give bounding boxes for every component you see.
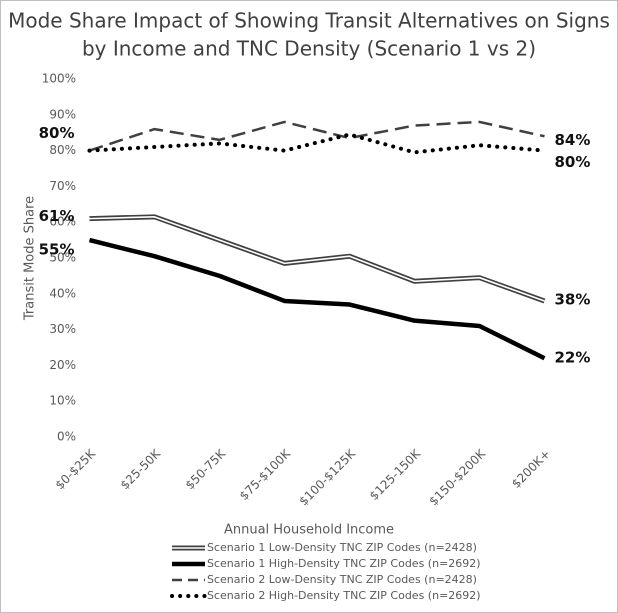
chart-title: Mode Share Impact of Showing Transit Alt… xyxy=(8,9,610,33)
y-tick-label: 10% xyxy=(49,394,76,408)
data-label: 84% xyxy=(555,131,591,149)
data-label: 22% xyxy=(555,349,591,367)
y-tick-label: 50% xyxy=(49,251,76,265)
legend-label: Scenario 1 High-Density TNC ZIP Codes (n… xyxy=(207,557,481,570)
legend-label: Scenario 2 High-Density TNC ZIP Codes (n… xyxy=(207,589,481,602)
data-label: 38% xyxy=(555,290,591,308)
y-tick-label: 70% xyxy=(49,179,76,193)
series-line xyxy=(89,216,545,302)
y-axis-label: Transit Mode Share xyxy=(23,196,38,321)
data-label: 80% xyxy=(555,153,591,171)
y-tick-label: 40% xyxy=(49,286,76,300)
series-line xyxy=(88,237,546,361)
series-line xyxy=(89,120,545,152)
y-tick-label: 20% xyxy=(49,358,76,372)
data-label: 61% xyxy=(39,207,75,225)
data-label: 55% xyxy=(39,241,75,259)
x-axis-label: Annual Household Income xyxy=(224,523,394,538)
y-tick-label: 30% xyxy=(49,322,76,336)
y-tick-label: 60% xyxy=(49,215,76,229)
chart-title: by Income and TNC Density (Scenario 1 vs… xyxy=(82,37,536,61)
legend-label: Scenario 1 Low-Density TNC ZIP Codes (n=… xyxy=(207,541,477,554)
y-tick-label: 80% xyxy=(49,143,76,157)
y-tick-label: 90% xyxy=(49,107,76,121)
y-tick-label: 0% xyxy=(57,430,76,444)
legend-label: Scenario 2 Low-Density TNC ZIP Codes (n=… xyxy=(207,573,477,586)
data-label: 80% xyxy=(39,124,75,142)
y-tick-label: 100% xyxy=(42,72,76,86)
